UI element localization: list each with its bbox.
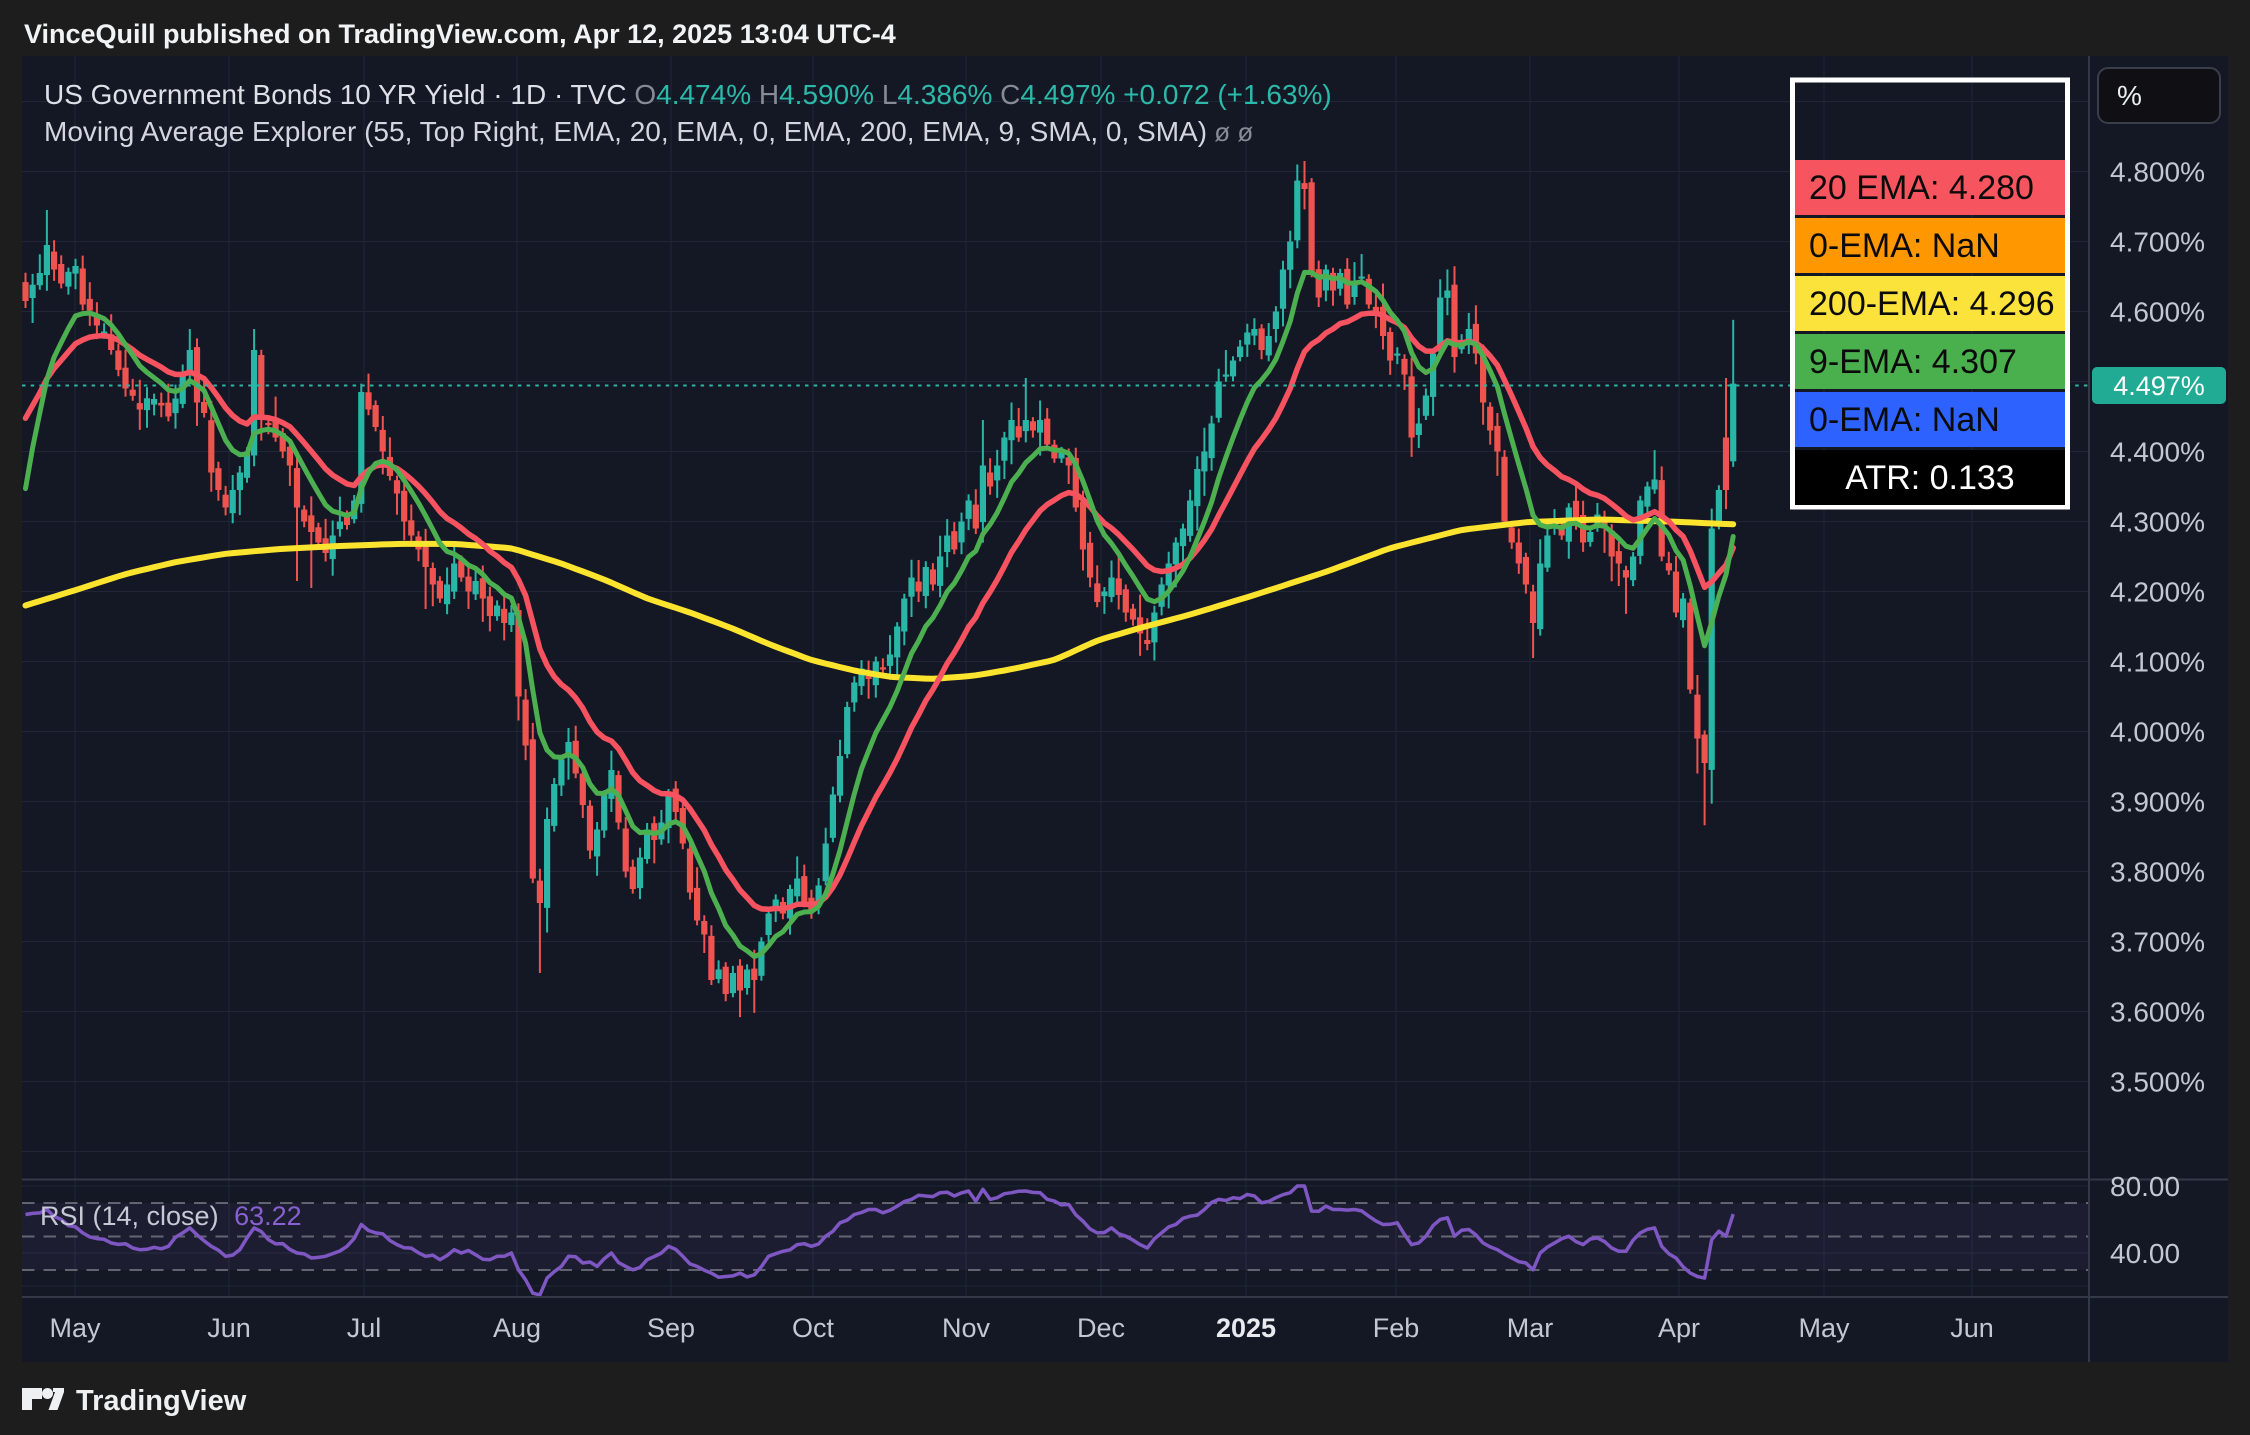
svg-text:May: May: [49, 1313, 101, 1343]
svg-text:ATR: 0.133: ATR: 0.133: [1845, 459, 2014, 497]
svg-text:4.600%: 4.600%: [2110, 297, 2205, 328]
svg-text:20 EMA: 4.280: 20 EMA: 4.280: [1809, 169, 2034, 207]
svg-text:4.700%: 4.700%: [2110, 227, 2205, 258]
svg-text:Dec: Dec: [1077, 1313, 1125, 1343]
svg-text:RSI (14, close) 63.22: RSI (14, close) 63.22: [40, 1201, 302, 1231]
svg-text:4.300%: 4.300%: [2110, 507, 2205, 538]
svg-text:US Government Bonds 10 YR Yiel: US Government Bonds 10 YR Yield · 1D · T…: [44, 79, 1332, 110]
svg-text:%: %: [2117, 80, 2142, 111]
svg-text:3.900%: 3.900%: [2110, 787, 2205, 818]
svg-text:2025: 2025: [1216, 1313, 1276, 1343]
svg-text:4.200%: 4.200%: [2110, 577, 2205, 608]
svg-text:0-EMA: NaN: 0-EMA: NaN: [1809, 401, 2000, 439]
svg-text:Mar: Mar: [1507, 1313, 1554, 1343]
svg-text:Jun: Jun: [1950, 1313, 1994, 1343]
svg-text:4.800%: 4.800%: [2110, 157, 2205, 188]
svg-text:200-EMA: 4.296: 200-EMA: 4.296: [1809, 285, 2055, 323]
svg-text:Apr: Apr: [1658, 1313, 1700, 1343]
svg-text:80.00: 80.00: [2110, 1171, 2180, 1202]
svg-text:Aug: Aug: [493, 1313, 541, 1343]
svg-text:3.700%: 3.700%: [2110, 927, 2205, 958]
svg-text:VinceQuill published on Tradin: VinceQuill published on TradingView.com,…: [24, 19, 896, 49]
svg-text:Oct: Oct: [792, 1313, 835, 1343]
svg-text:4.100%: 4.100%: [2110, 647, 2205, 678]
svg-text:Sep: Sep: [647, 1313, 695, 1343]
svg-text:4.497%: 4.497%: [2113, 371, 2205, 401]
svg-text:9-EMA: 4.307: 9-EMA: 4.307: [1809, 343, 2017, 381]
svg-text:Jun: Jun: [207, 1313, 251, 1343]
svg-text:40.00: 40.00: [2110, 1238, 2180, 1269]
svg-text:0-EMA: NaN: 0-EMA: NaN: [1809, 227, 2000, 265]
svg-text:Nov: Nov: [942, 1313, 991, 1343]
svg-text:4.400%: 4.400%: [2110, 437, 2205, 468]
svg-text:3.600%: 3.600%: [2110, 997, 2205, 1028]
svg-text:Feb: Feb: [1373, 1313, 1420, 1343]
svg-text:4.000%: 4.000%: [2110, 717, 2205, 748]
svg-text:3.800%: 3.800%: [2110, 857, 2205, 888]
svg-text:May: May: [1798, 1313, 1850, 1343]
svg-text:TradingView: TradingView: [76, 1385, 247, 1417]
svg-text:3.500%: 3.500%: [2110, 1067, 2205, 1098]
svg-text:Jul: Jul: [347, 1313, 382, 1343]
svg-text:Moving Average Explorer (55, T: Moving Average Explorer (55, Top Right, …: [44, 116, 1253, 147]
